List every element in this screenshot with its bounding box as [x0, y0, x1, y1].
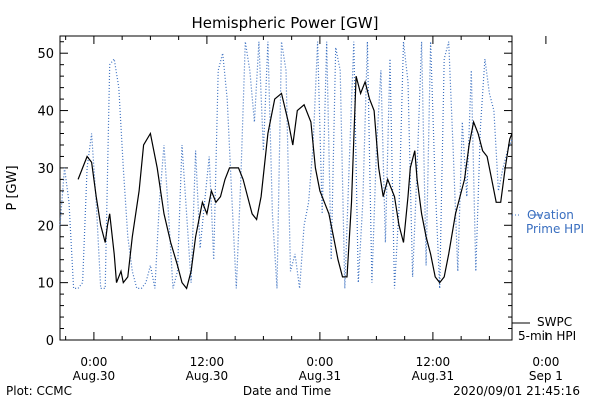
x-tick-label-time: 12:00	[416, 355, 451, 369]
y-tick-label: 20	[37, 219, 54, 234]
legend-ovation-line1: Ovation	[527, 208, 574, 222]
series-ovation-line	[59, 41, 513, 289]
x-tick-label-date: Aug.30	[73, 369, 116, 383]
footer-left: Plot: CCMC	[6, 384, 72, 398]
y-tick-label: 30	[37, 162, 54, 177]
legend: Ovation Prime HPI SWPC 5-min HPI	[512, 208, 584, 343]
y-tick-label: 40	[37, 105, 54, 120]
footer-right: 2020/09/01 21:45:16	[453, 384, 580, 398]
plot-frame	[59, 35, 513, 341]
x-tick-label-date: Sep 1	[529, 369, 563, 383]
y-axis-label: P [GW]	[5, 165, 20, 210]
legend-swpc-line2: 5-min HPI	[518, 329, 576, 343]
y-tick-label: 10	[37, 277, 54, 292]
x-tick-label-time: 0:00	[306, 355, 333, 369]
legend-swpc-line1: SWPC	[537, 315, 572, 329]
x-tick-label-date: Aug.30	[186, 369, 229, 383]
legend-ovation-line2: Prime HPI	[526, 222, 584, 236]
y-tick-label: 0	[46, 334, 54, 349]
x-tick-label-date: Aug.31	[412, 369, 455, 383]
y-axis: 0 10 20 30 40 50	[37, 41, 512, 349]
x-tick-label-time: 12:00	[190, 355, 225, 369]
x-tick-label-time: 0:00	[80, 355, 107, 369]
chart-title: Hemispheric Power [GW]	[192, 14, 379, 32]
y-tick-label: 50	[37, 47, 54, 62]
x-tick-label-time: 0:00	[532, 355, 559, 369]
x-axis: 0:00Aug.3012:00Aug.300:00Aug.3112:00Aug.…	[65, 36, 563, 383]
x-tick-label-date: Aug.31	[299, 369, 342, 383]
x-axis-label: Date and Time	[243, 384, 331, 398]
series-layer	[59, 41, 513, 290]
series-swpc-line	[77, 76, 513, 290]
